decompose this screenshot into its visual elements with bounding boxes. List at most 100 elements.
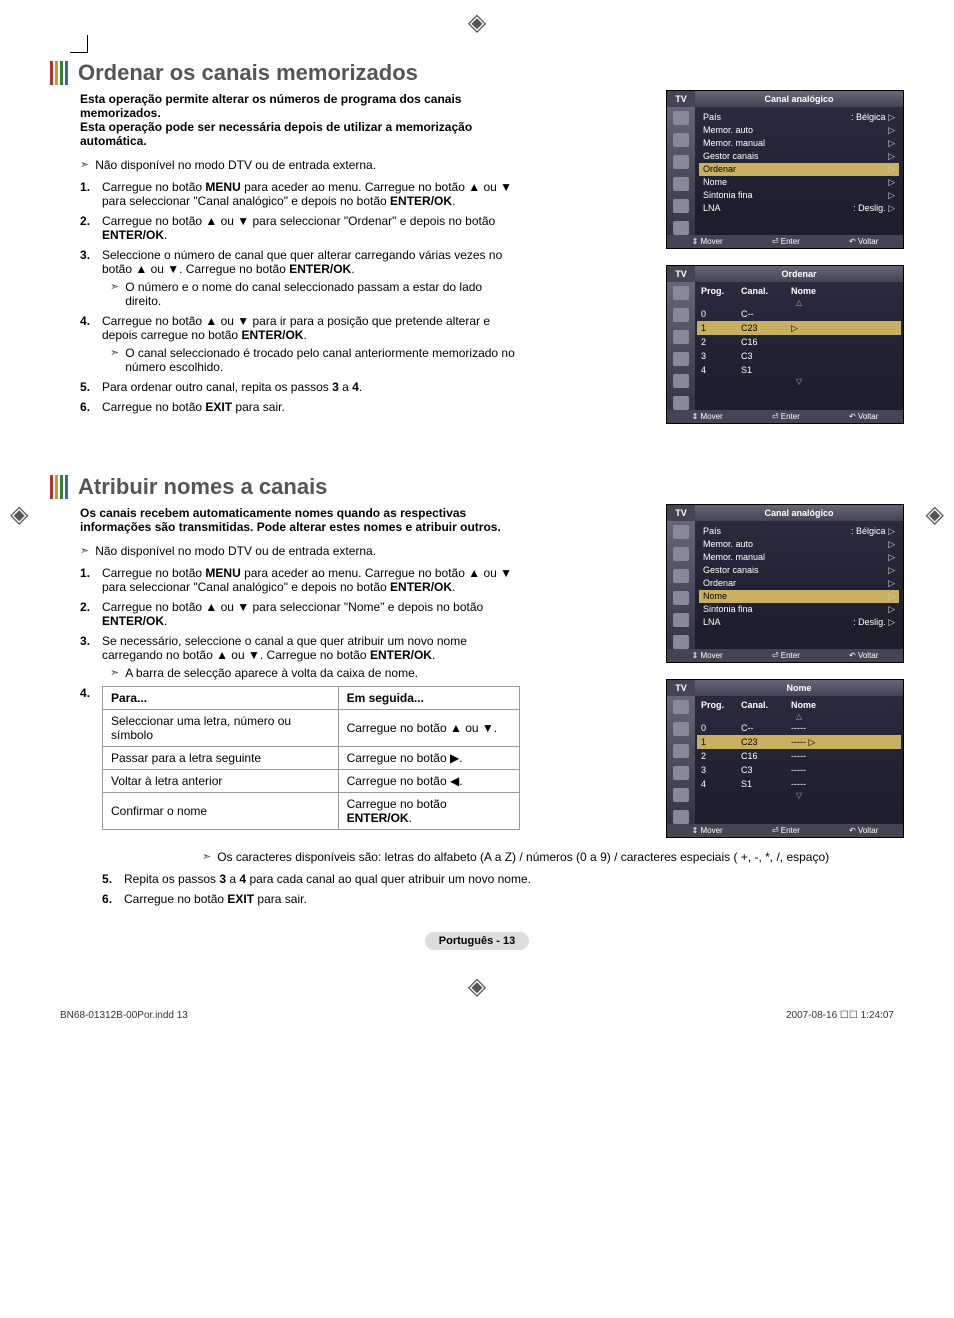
footer-filename: BN68-01312B-00Por.indd 13 bbox=[60, 1010, 188, 1021]
osd-channel-table: Prog.Canal.Nome△0C-------1C23----- ▷2C16… bbox=[695, 696, 903, 824]
osd-menu-row: País: Bélgica ▷ bbox=[701, 111, 897, 124]
step-item: Carregue no botão ▲ ou ▼ para selecciona… bbox=[80, 214, 520, 242]
section2-note: Não disponível no modo DTV ou de entrada… bbox=[95, 544, 376, 558]
step-item: Carregue no botão ▲ ou ▼ para ir para a … bbox=[80, 314, 520, 374]
note-arrow-icon: ➣ bbox=[80, 158, 89, 171]
crop-mark-top-left bbox=[70, 35, 88, 53]
table-cell: Voltar à letra anterior bbox=[103, 770, 339, 793]
table-cell: Carregue no botão ▲ ou ▼. bbox=[338, 710, 519, 747]
osd-menu-row: Gestor canais ▷ bbox=[701, 150, 897, 163]
note-arrow-icon: ➣ bbox=[202, 850, 211, 863]
step-item: Carregue no botão EXIT para sair. bbox=[102, 892, 882, 906]
osd-menu-canal-analogico-1: TVCanal analógico País: Bélgica ▷Memor. … bbox=[666, 90, 904, 249]
osd-table-row: 3C3----- bbox=[701, 763, 897, 777]
section-ordenar: Ordenar os canais memorizados Esta opera… bbox=[50, 60, 904, 414]
table-cell: Carregue no botão ▶. bbox=[338, 747, 519, 770]
section2-wide-content: ➣Os caracteres disponíveis são: letras d… bbox=[102, 850, 882, 906]
page-number-badge: Português - 13 bbox=[425, 932, 529, 950]
section2-intro: Os canais recebem automaticamente nomes … bbox=[80, 506, 520, 534]
osd-menu-list: País: Bélgica ▷Memor. auto ▷Memor. manua… bbox=[695, 521, 903, 649]
osd-footer-hints: ⇕ Mover ⏎ Enter ↶ Voltar bbox=[667, 824, 903, 837]
osd-menu-row: Memor. manual ▷ bbox=[701, 137, 897, 150]
osd-footer-hint: ↶ Voltar bbox=[849, 237, 878, 246]
osd-menu-nome: TVNome Prog.Canal.Nome△0C-------1C23----… bbox=[666, 679, 904, 838]
osd-table-row: 3C3 bbox=[701, 349, 897, 363]
osd-table-row: 0C------- bbox=[701, 721, 897, 735]
osd-menu-row: Nome ▷ bbox=[701, 176, 897, 189]
osd-menu-list: País: Bélgica ▷Memor. auto ▷Memor. manua… bbox=[695, 107, 903, 235]
section1-note: Não disponível no modo DTV ou de entrada… bbox=[95, 158, 376, 172]
title-color-bars bbox=[50, 475, 68, 499]
step-item: Carregue no botão MENU para aceder ao me… bbox=[80, 180, 520, 208]
table-cell: Carregue no botão ENTER/OK. bbox=[338, 793, 519, 830]
osd-table-row: 1C23 ▷ bbox=[697, 321, 901, 335]
step-item: Repita os passos 3 a 4 para cada canal a… bbox=[102, 872, 882, 886]
osd-table-row: 0C-- bbox=[701, 307, 897, 321]
osd-footer-hint: ↶ Voltar bbox=[849, 651, 878, 660]
osd-menu-row: Sintonia fina ▷ bbox=[701, 189, 897, 202]
osd-table-row: 2C16 bbox=[701, 335, 897, 349]
registration-mark-left: ◈ bbox=[10, 500, 28, 529]
osd-footer-hint: ⇕ Mover bbox=[692, 826, 723, 835]
sub-note: A barra de selecção aparece à volta da c… bbox=[125, 666, 418, 680]
osd-title: Nome bbox=[695, 680, 903, 696]
osd-sidebar-icons bbox=[667, 521, 695, 649]
sub-note: O número e o nome do canal seleccionado … bbox=[125, 280, 520, 308]
registration-mark-right: ◈ bbox=[926, 500, 944, 529]
osd-sidebar-icons bbox=[667, 696, 695, 824]
osd-footer-hint: ⏎ Enter bbox=[772, 237, 800, 246]
osd-menu-row: Ordenar ▷ bbox=[701, 577, 897, 590]
osd-menu-row: LNA: Deslig. ▷ bbox=[701, 616, 897, 629]
osd-tv-label: TV bbox=[667, 680, 695, 696]
step-item-table: Para...Em seguida...Seleccionar uma letr… bbox=[80, 686, 520, 830]
instruction-table: Para...Em seguida...Seleccionar uma letr… bbox=[102, 686, 520, 830]
osd-title: Ordenar bbox=[695, 266, 903, 282]
osd-menu-row: LNA: Deslig. ▷ bbox=[701, 202, 897, 215]
table-cell: Passar para a letra seguinte bbox=[103, 747, 339, 770]
osd-title: Canal analógico bbox=[695, 91, 903, 107]
section2-steps: Carregue no botão MENU para aceder ao me… bbox=[80, 566, 520, 830]
title-color-bars bbox=[50, 61, 68, 85]
osd-table-row: 1C23----- ▷ bbox=[697, 735, 901, 749]
step-item: Seleccione o número de canal que quer al… bbox=[80, 248, 520, 308]
print-footer: BN68-01312B-00Por.indd 13 2007-08-16 ☐☐ … bbox=[50, 1010, 904, 1021]
osd-footer-hint: ⏎ Enter bbox=[772, 826, 800, 835]
osd-footer-hint: ⇕ Mover bbox=[692, 412, 723, 421]
osd-menu-canal-analogico-2: TVCanal analógico País: Bélgica ▷Memor. … bbox=[666, 504, 904, 663]
note-arrow-icon: ➣ bbox=[80, 544, 89, 557]
osd-menu-row: Sintonia fina ▷ bbox=[701, 603, 897, 616]
osd-tv-label: TV bbox=[667, 266, 695, 282]
osd-menu-ordenar: TVOrdenar Prog.Canal.Nome△0C--1C23 ▷2C16… bbox=[666, 265, 904, 424]
osd-footer-hints: ⇕ Mover⏎ Enter↶ Voltar bbox=[667, 235, 903, 248]
section1-intro: Esta operação permite alterar os números… bbox=[80, 92, 520, 148]
sub-arrow-icon: ➣ bbox=[110, 346, 119, 359]
osd-channel-table: Prog.Canal.Nome△0C--1C23 ▷2C163C34S1▽ bbox=[695, 282, 903, 410]
osd-footer-hint: ⏎ Enter bbox=[772, 651, 800, 660]
table-cell: Carregue no botão ◀. bbox=[338, 770, 519, 793]
table-cell: Confirmar o nome bbox=[103, 793, 339, 830]
osd-menu-row: País: Bélgica ▷ bbox=[701, 525, 897, 538]
osd-table-row: 4S1----- bbox=[701, 777, 897, 791]
osd-menu-row: Gestor canais ▷ bbox=[701, 564, 897, 577]
osd-footer-hint: ↶ Voltar bbox=[849, 826, 878, 835]
step-item: Carregue no botão ▲ ou ▼ para selecciona… bbox=[80, 600, 520, 628]
osd-menu-row: Memor. auto ▷ bbox=[701, 124, 897, 137]
registration-mark-top: ◈ bbox=[468, 8, 486, 37]
osd-footer-hint: ⇕ Mover bbox=[692, 651, 723, 660]
registration-mark-bottom: ◈ bbox=[468, 972, 486, 1001]
sub-arrow-icon: ➣ bbox=[110, 280, 119, 293]
osd-footer-hint: ⏎ Enter bbox=[772, 412, 800, 421]
osd-menu-row: Nome ▷ bbox=[699, 590, 899, 603]
osd-sidebar-icons bbox=[667, 107, 695, 235]
osd-footer-hints: ⇕ Mover⏎ Enter↶ Voltar bbox=[667, 410, 903, 423]
osd-menu-row: Ordenar ▷ bbox=[699, 163, 899, 176]
osd-tv-label: TV bbox=[667, 505, 695, 521]
step-item: Carregue no botão MENU para aceder ao me… bbox=[80, 566, 520, 594]
step-item: Para ordenar outro canal, repita os pass… bbox=[80, 380, 520, 394]
osd-sidebar-icons bbox=[667, 282, 695, 410]
step-item: Carregue no botão EXIT para sair. bbox=[80, 400, 520, 414]
osd-footer-hints: ⇕ Mover ⏎ Enter ↶ Voltar bbox=[667, 649, 903, 662]
section1-steps: Carregue no botão MENU para aceder ao me… bbox=[80, 180, 520, 414]
step-item: Se necessário, seleccione o canal a que … bbox=[80, 634, 520, 680]
footer-timestamp: 2007-08-16 ☐☐ 1:24:07 bbox=[786, 1010, 894, 1021]
